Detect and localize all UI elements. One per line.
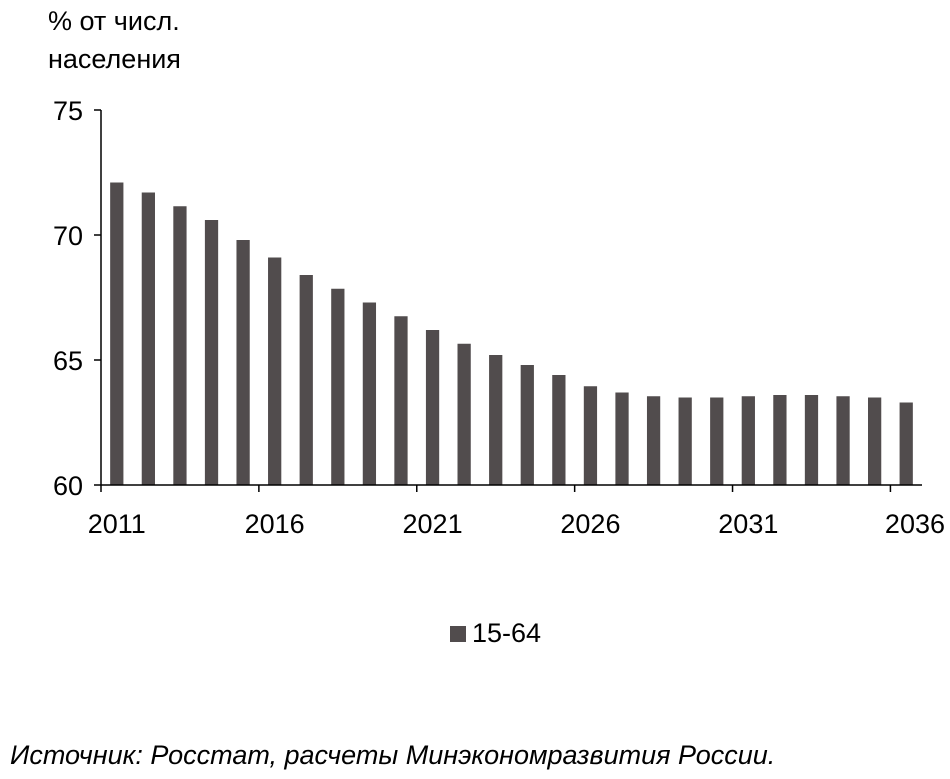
source-note: Источник: Росстат, расчеты Минэкономразв… <box>10 740 776 770</box>
bar-2019 <box>362 302 377 485</box>
bar-2020 <box>394 316 408 485</box>
bar-2023 <box>489 355 503 485</box>
bar-2012 <box>141 192 155 485</box>
bar-2028 <box>646 396 661 485</box>
bar-2026 <box>583 386 598 485</box>
bar-2018 <box>331 288 345 485</box>
y-tick-label-75: 75 <box>53 96 83 126</box>
bar-2017 <box>299 275 313 485</box>
y-axis-label-line-2: населения <box>48 44 181 74</box>
bar-2033 <box>804 395 819 485</box>
y-tick-label-60: 60 <box>53 471 83 501</box>
x-tick-label-2026: 2026 <box>560 509 620 539</box>
legend-swatch <box>450 625 466 642</box>
bar-chart: 60 65 70 75 2011 2016 2021 2026 2031 2036 <box>53 96 945 539</box>
y-tick-label-70: 70 <box>53 221 83 251</box>
bar-2025 <box>552 375 566 485</box>
bar-2031 <box>741 396 755 485</box>
bar-2014 <box>204 220 219 485</box>
bar-2036 <box>899 402 913 485</box>
bar-2016 <box>268 257 282 485</box>
bar-2013 <box>173 206 187 485</box>
y-tick-label-65: 65 <box>53 346 83 376</box>
bar-2015 <box>236 240 250 485</box>
bar-2032 <box>773 395 787 485</box>
legend-label: 15-64 <box>472 618 542 648</box>
bar-2011 <box>110 182 124 485</box>
bar-2034 <box>836 396 850 485</box>
x-tick-label-2011: 2011 <box>88 509 146 539</box>
bar-2024 <box>520 365 534 485</box>
x-tick-label-2021: 2021 <box>403 509 463 539</box>
bar-2021 <box>425 330 440 485</box>
x-tick-label-2016: 2016 <box>245 509 305 539</box>
bar-2027 <box>615 392 629 485</box>
bar-2022 <box>457 343 471 485</box>
bar-2035 <box>868 397 882 485</box>
y-axis-label-line-1: % от числ. <box>48 6 180 36</box>
bar-2030 <box>710 397 724 485</box>
x-tick-label-2031: 2031 <box>718 509 778 539</box>
x-tick-label-2036: 2036 <box>885 509 945 539</box>
legend: 15-64 <box>450 618 541 649</box>
bar-2029 <box>678 397 692 485</box>
